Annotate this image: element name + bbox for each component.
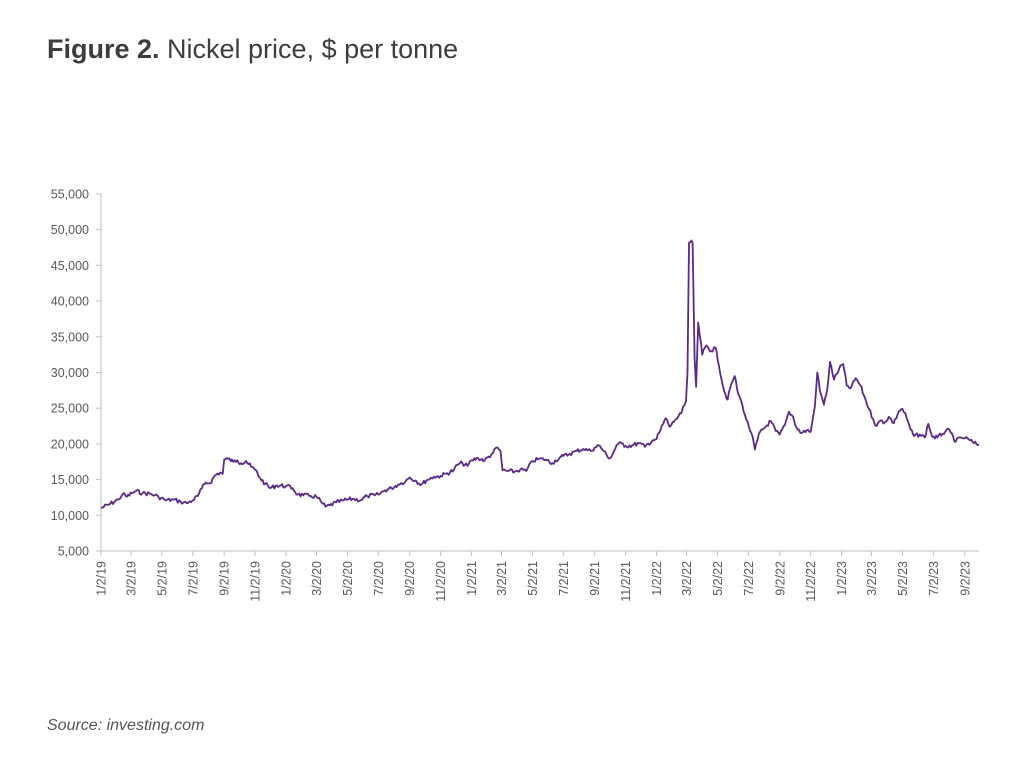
x-tick-label: 5/2/21 (526, 561, 540, 596)
figure-title-text: Nickel price, $ per tonne (159, 34, 459, 64)
x-tick-label: 9/2/20 (403, 561, 417, 596)
x-tick-label: 3/2/22 (680, 561, 694, 596)
x-tick-label: 3/2/21 (495, 561, 509, 596)
x-tick-label: 11/2/20 (434, 561, 448, 602)
x-tick-label: 7/2/20 (372, 561, 386, 596)
x-tick-label: 5/2/20 (341, 561, 355, 596)
y-tick-label: 20,000 (51, 437, 89, 451)
x-tick-label: 3/2/19 (124, 561, 138, 596)
x-tick-label: 1/2/21 (465, 561, 479, 596)
source-label: Source: (47, 717, 103, 734)
y-tick-label: 10,000 (51, 509, 89, 523)
x-tick-label: 11/2/22 (804, 561, 818, 602)
y-tick-label: 35,000 (51, 330, 89, 344)
x-tick-label: 7/2/23 (927, 561, 941, 596)
x-tick-label: 3/2/20 (310, 561, 324, 596)
source-note: Source: investing.com (47, 717, 204, 735)
x-tick-label: 1/2/20 (280, 561, 294, 596)
x-tick-label: 1/2/19 (95, 561, 109, 596)
y-tick-label: 25,000 (51, 402, 89, 416)
y-tick-label: 50,000 (51, 223, 89, 237)
chart-title: Figure 2. Nickel price, $ per tonne (47, 34, 458, 65)
x-tick-label: 3/2/23 (865, 561, 879, 596)
y-tick-label: 40,000 (51, 295, 89, 309)
nickel-price-line (100, 239, 980, 509)
x-axis: 1/2/19 3/2/19 5/2/19 7/2/19 9/2/19 11/2/19 1/2… (95, 550, 979, 602)
x-tick-label: 9/2/22 (773, 561, 787, 596)
x-tick-label: 11/2/21 (619, 561, 633, 602)
x-tick-label: 7/2/22 (742, 561, 756, 596)
x-tick-label: 9/2/23 (958, 561, 972, 596)
x-tick-label: 5/2/19 (155, 561, 169, 596)
y-tick-label: 5,000 (58, 545, 89, 559)
x-tick-label: 7/2/19 (186, 561, 200, 596)
x-tick-label: 9/2/21 (588, 561, 602, 596)
x-tick-label: 11/2/19 (249, 561, 263, 602)
x-tick-label: 1/2/22 (650, 561, 664, 596)
x-tick-label: 5/2/22 (711, 561, 725, 596)
x-tick-label: 5/2/23 (896, 561, 910, 596)
y-tick-label: 55,000 (51, 188, 89, 202)
source-text: investing.com (102, 717, 205, 734)
x-tick-label: 9/2/19 (218, 561, 232, 596)
x-tick-label: 7/2/21 (557, 561, 571, 596)
figure-number: Figure 2. (47, 34, 160, 64)
y-tick-label: 15,000 (51, 473, 89, 487)
x-tick-label: 1/2/23 (835, 561, 849, 596)
y-tick-label: 30,000 (51, 366, 89, 380)
y-axis: 5,000 10,000 15,000 20,000 25,000 30,000 35,00… (51, 188, 102, 559)
y-tick-label: 45,000 (51, 259, 89, 273)
